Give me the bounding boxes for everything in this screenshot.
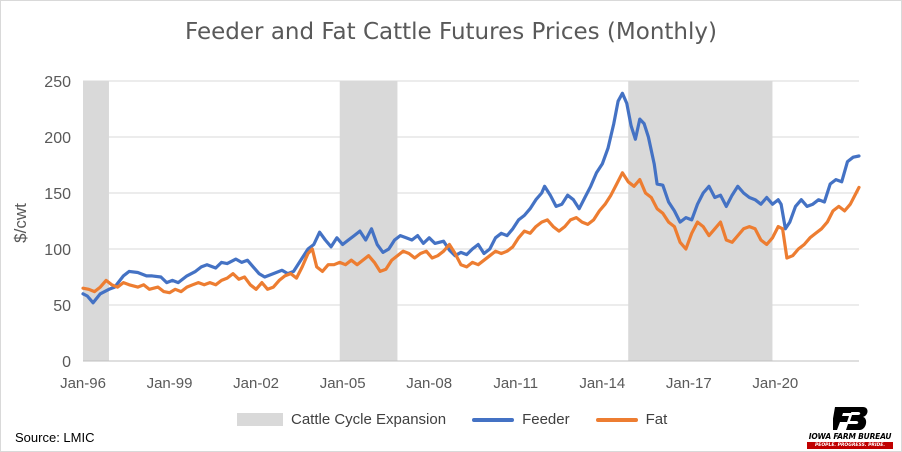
y-tick-label-50: 50 bbox=[53, 298, 71, 315]
legend-swatch-fat bbox=[595, 417, 638, 422]
x-tick-label-Jan-14: Jan-14 bbox=[579, 375, 625, 392]
x-tick-label-Jan-17: Jan-17 bbox=[666, 375, 712, 392]
logo-name: IOWA FARM BUREAU bbox=[808, 432, 892, 441]
series-line-fat bbox=[81, 171, 861, 295]
farm-bureau-logo-icon bbox=[833, 407, 868, 430]
y-tick-label-150: 150 bbox=[44, 186, 71, 203]
legend-swatch-feeder bbox=[472, 417, 515, 422]
expansion-band-3 bbox=[628, 81, 773, 361]
iowa-farm-bureau-logo: IOWA FARM BUREAU PEOPLE. PROGRESS. PRIDE… bbox=[805, 405, 895, 449]
legend-label-fat: Fat bbox=[645, 411, 668, 428]
legend: Cattle Cycle Expansion Feeder Fat bbox=[237, 411, 679, 428]
x-tick-label-Jan-11: Jan-11 bbox=[493, 375, 538, 392]
x-tick-label-Jan-02: Jan-02 bbox=[233, 375, 279, 392]
y-tick-label-0: 0 bbox=[62, 354, 71, 371]
expansion-band-2 bbox=[339, 81, 398, 361]
y-tick-label-100: 100 bbox=[44, 242, 71, 259]
x-tick-label-Jan-99: Jan-99 bbox=[147, 375, 193, 392]
series-line-feeder bbox=[81, 91, 861, 305]
expansion-band-1 bbox=[83, 81, 109, 361]
x-tick-label-Jan-05: Jan-05 bbox=[320, 375, 366, 392]
x-tick-label-Jan-08: Jan-08 bbox=[406, 375, 452, 392]
x-tick-label-Jan-20: Jan-20 bbox=[752, 375, 798, 392]
legend-label-expansion: Cattle Cycle Expansion bbox=[291, 411, 447, 428]
logo-tagline: PEOPLE. PROGRESS. PRIDE. bbox=[807, 442, 893, 449]
legend-item-expansion: Cattle Cycle Expansion bbox=[237, 411, 446, 428]
legend-swatch-expansion bbox=[237, 413, 283, 426]
legend-item-fat: Fat bbox=[595, 411, 668, 428]
legend-item-feeder: Feeder bbox=[472, 411, 570, 428]
legend-label-feeder: Feeder bbox=[522, 411, 570, 428]
x-tick-label-Jan-96: Jan-96 bbox=[60, 375, 106, 392]
chart-title: Feeder and Fat Cattle Futures Prices (Mo… bbox=[185, 19, 717, 45]
y-tick-label-200: 200 bbox=[44, 130, 71, 147]
y-axis-label: $/cwt bbox=[11, 203, 30, 243]
source-note: Source: LMIC bbox=[15, 430, 95, 445]
y-tick-label-250: 250 bbox=[44, 74, 71, 91]
